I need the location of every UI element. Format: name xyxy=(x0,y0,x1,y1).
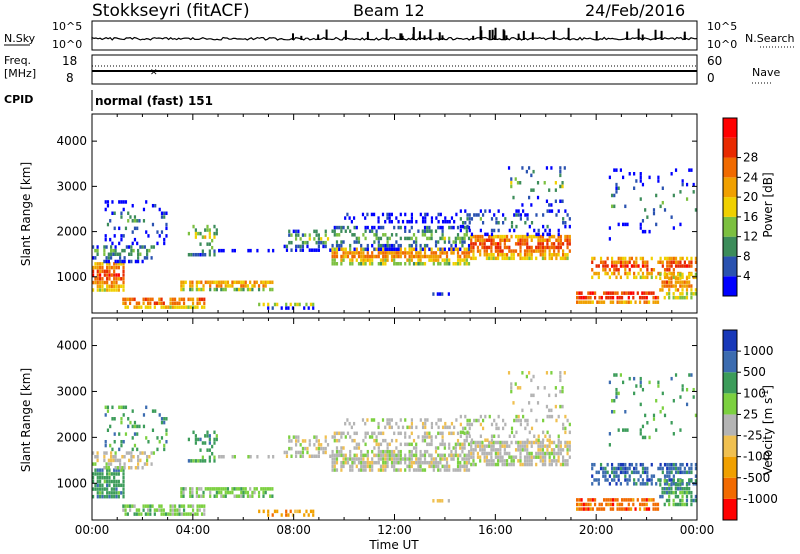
x-tick-label: 04:00 xyxy=(176,523,211,537)
freq-tick-left-bottom: 8 xyxy=(66,71,74,85)
y-tick-label: 1000 xyxy=(56,476,87,490)
nsky-label: N.Sky xyxy=(4,32,36,45)
nsky-tick-left-top: 10^5 xyxy=(52,20,82,33)
freq-label-bottom: [MHz] xyxy=(4,67,36,80)
y-tick-label: 2000 xyxy=(56,430,87,444)
freq-tick-right-top: 60 xyxy=(707,54,722,68)
colorbar-tick-label: -1000 xyxy=(743,492,778,506)
x-tick-label: 08:00 xyxy=(276,523,311,537)
y-tick-label: 3000 xyxy=(56,179,87,193)
beam-title: Beam 12 xyxy=(353,1,425,20)
cpid-label: CPID xyxy=(4,93,33,106)
velocity-colorbar: 1000 500 100 25 -25 -100 -500 -1000 xyxy=(722,329,778,521)
freq-glitch: ✕ xyxy=(150,68,158,78)
freq-label-top: Freq. xyxy=(4,54,31,67)
colorbar-tick-label: 24 xyxy=(743,170,758,184)
nsky-tick-left-bottom: 10^0 xyxy=(52,38,82,51)
x-tick-label: 20:00 xyxy=(579,523,614,537)
velocity-xlabel: Time UT xyxy=(368,538,419,552)
power-ylabel: Slant Range [km] xyxy=(19,162,33,266)
y-tick-label: 3000 xyxy=(56,384,87,398)
date-title: 24/Feb/2016 xyxy=(585,1,685,20)
colorbar-tick-label: 28 xyxy=(743,151,758,165)
colorbar-tick-label: 100 xyxy=(743,386,766,400)
nsky-strip xyxy=(91,20,698,51)
power-colorbar: 4 8 12 16 20 24 28 xyxy=(722,117,758,297)
colorbar-tick-label: 20 xyxy=(743,190,758,204)
station-title: Stokkseyri (fitACF) xyxy=(92,1,250,21)
colorbar-tick-label: 4 xyxy=(743,269,751,283)
y-tick-label: 4000 xyxy=(56,339,87,353)
colorbar-tick-label: 8 xyxy=(743,249,751,263)
y-tick-label: 4000 xyxy=(56,134,87,148)
x-tick-label: 12:00 xyxy=(377,523,412,537)
x-tick-label: 16:00 xyxy=(478,523,513,537)
colorbar-tick-label: -500 xyxy=(743,471,770,485)
velocity-ylabel: Slant Range [km] xyxy=(19,368,33,472)
velocity-heatmap xyxy=(92,371,697,517)
nsky-tick-right-bottom: 10^0 xyxy=(707,38,737,51)
velocity-axes: 1000 2000 3000 4000 00:00 04:00 08:00 12:00 16:0… xyxy=(56,318,714,537)
x-tick-label: 00:00 xyxy=(75,523,110,537)
colorbar-tick-label: -25 xyxy=(743,429,763,443)
colorbar-tick-label: 16 xyxy=(743,210,758,224)
colorbar-tick-label: 1000 xyxy=(743,344,774,358)
y-tick-label: 1000 xyxy=(56,270,87,284)
x-tick-label: 00:00 xyxy=(680,523,715,537)
freq-strip xyxy=(91,54,698,85)
nsky-series xyxy=(91,26,698,41)
power-axes: 1000 2000 3000 4000 xyxy=(56,114,698,313)
colorbar-tick-label: 25 xyxy=(743,407,758,421)
nave-label: Nave xyxy=(752,66,780,79)
nsearch-label: N.Search xyxy=(745,32,795,45)
cpid-text: normal (fast) 151 xyxy=(95,94,213,108)
velocity-colorbar-label: Velocity [m s-1] xyxy=(761,385,776,475)
power-heatmap xyxy=(92,166,697,310)
freq-tick-right-bottom: 0 xyxy=(707,71,715,85)
freq-tick-left-top: 18 xyxy=(62,54,77,68)
nsky-tick-right-top: 10^5 xyxy=(707,20,737,33)
colorbar-tick-label: 500 xyxy=(743,365,766,379)
colorbar-tick-label: -100 xyxy=(743,450,770,464)
power-colorbar-label: Power [dB] xyxy=(761,172,775,237)
colorbar-tick-label: 12 xyxy=(743,230,758,244)
y-tick-label: 2000 xyxy=(56,225,87,239)
